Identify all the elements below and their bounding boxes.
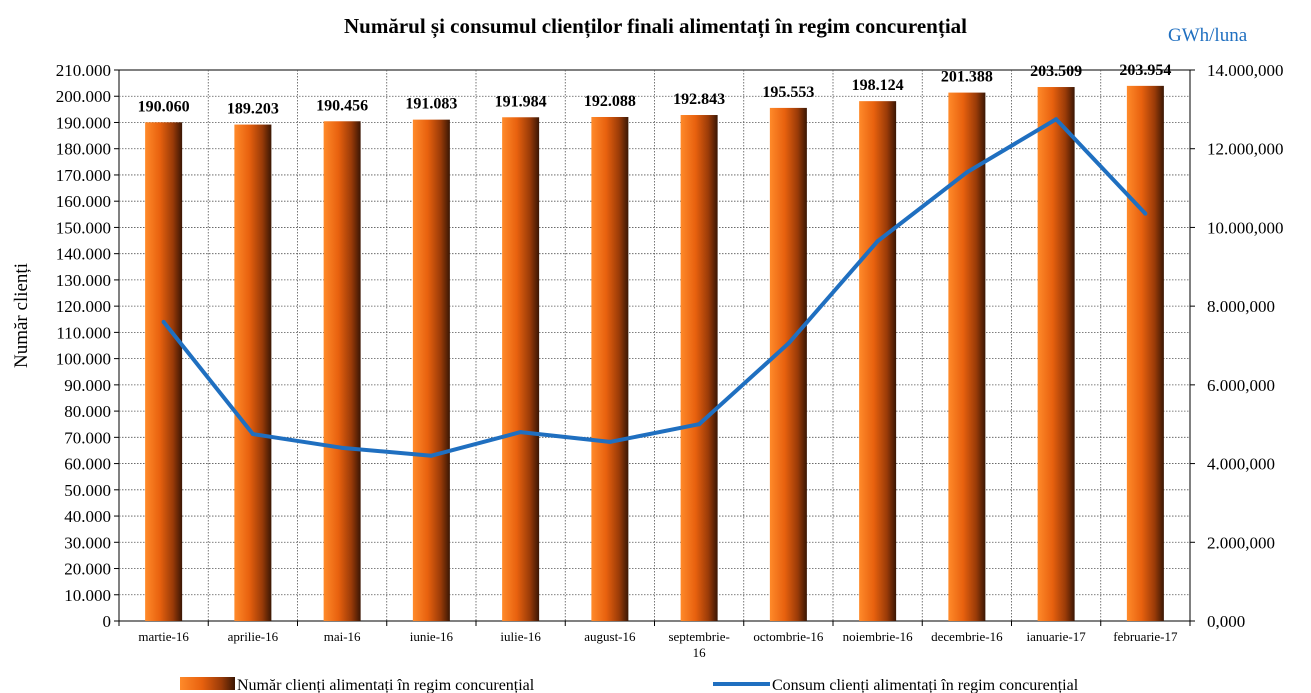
y-tick-label: 210.000 xyxy=(56,61,111,80)
line-point xyxy=(875,239,880,244)
data-label: 203.954 xyxy=(1119,62,1171,79)
bar xyxy=(145,122,183,622)
bar xyxy=(769,107,807,621)
chart-title: Numărul și consumul clienților finali al… xyxy=(344,14,967,38)
x-tick-label: iulie-16 xyxy=(500,629,541,644)
y-tick-label: 110.000 xyxy=(56,323,111,342)
axes: 0 10.000 20.000 30.000 40.000 50.000 60.000 70.… xyxy=(11,61,1284,660)
data-label: 203.509 xyxy=(1030,63,1082,80)
y2-tick-label: 6.000,000 xyxy=(1207,376,1275,395)
y-tick-label: 120.000 xyxy=(56,297,111,316)
x-tick-label: mai-16 xyxy=(324,629,361,644)
y-tick-label: 10.000 xyxy=(64,586,111,605)
y2-tick-label: 10.000,000 xyxy=(1207,218,1284,237)
line-point xyxy=(964,170,969,175)
bar xyxy=(1126,85,1164,622)
y-tick-label: 50.000 xyxy=(64,481,111,500)
line-series-path xyxy=(162,117,1147,458)
data-label: 190.060 xyxy=(138,98,190,115)
bar xyxy=(680,115,718,622)
data-label: 191.984 xyxy=(495,93,547,110)
data-label: 201.388 xyxy=(941,69,993,86)
line-point xyxy=(429,453,434,458)
x-tick-label: februarie-17 xyxy=(1113,629,1178,644)
y-tick-label: 90.000 xyxy=(64,376,111,395)
y-tick-label: 20.000 xyxy=(64,560,111,579)
bar xyxy=(591,116,629,621)
y2-tick-label: 14.000,000 xyxy=(1207,61,1284,80)
line-point xyxy=(607,439,612,444)
x-tick-label: aprilie-16 xyxy=(228,629,279,644)
x-tick-label: iunie-16 xyxy=(410,629,454,644)
data-label: 190.456 xyxy=(316,97,368,114)
line-point xyxy=(161,319,166,324)
data-labels: 190.060 189.203 190.456 191.083 191.984 192.0… xyxy=(138,62,1172,118)
x-tick-label: septembrie-16 xyxy=(668,629,729,660)
bar xyxy=(502,117,540,621)
bar xyxy=(1037,87,1075,622)
y-tick-label: 200.000 xyxy=(56,87,111,106)
data-label: 192.088 xyxy=(584,93,636,110)
y2-tick-label: 12.000,000 xyxy=(1207,140,1284,159)
bar-series xyxy=(145,85,1164,622)
data-label: 189.203 xyxy=(227,101,279,118)
data-label: 195.553 xyxy=(762,84,814,101)
line-point xyxy=(518,430,523,435)
x-tick-label: august-16 xyxy=(584,629,636,644)
x-tick-label: martie-16 xyxy=(138,629,189,644)
bar xyxy=(323,121,361,622)
data-label: 192.843 xyxy=(673,91,725,108)
legend-bar-label: Număr clienți alimentați în regim concur… xyxy=(237,677,535,693)
y-tick-label: 140.000 xyxy=(56,245,111,264)
y-tick-label: 180.000 xyxy=(56,140,111,159)
y-tick-label: 30.000 xyxy=(64,533,111,552)
line-point xyxy=(697,422,702,427)
y-tick-label: 150.000 xyxy=(56,218,111,237)
y-tick-label: 100.000 xyxy=(56,350,111,369)
x-tick-label: ianuarie-17 xyxy=(1027,629,1087,644)
y-tick-label: 170.000 xyxy=(56,166,111,185)
y-tick-label: 40.000 xyxy=(64,507,111,526)
y2-tick-label: 4.000,000 xyxy=(1207,455,1275,474)
y2-tick-label: 2.000,000 xyxy=(1207,533,1275,552)
y2-axis-unit: GWh/luna xyxy=(1168,25,1248,46)
y-tick-label: 70.000 xyxy=(64,428,111,447)
line-series xyxy=(161,117,1148,458)
bar xyxy=(859,101,897,622)
line-point xyxy=(1143,211,1148,216)
data-label: 191.083 xyxy=(405,96,457,113)
y-tick-label: 0 xyxy=(103,612,112,631)
line-point xyxy=(340,445,345,450)
y-axis-label: Număr clienți xyxy=(11,263,32,368)
bar xyxy=(234,124,272,621)
y-tick-label: 60.000 xyxy=(64,455,111,474)
line-point xyxy=(1054,117,1059,122)
line-point xyxy=(786,341,791,346)
grid-lines xyxy=(118,69,1191,622)
y-tick-label: 80.000 xyxy=(64,402,111,421)
x-tick-label: decembrie-16 xyxy=(931,629,1003,644)
legend: Număr clienți alimentați în regim concur… xyxy=(180,677,1079,693)
legend-bar-swatch xyxy=(180,677,235,690)
y2-tick-label: 0,000 xyxy=(1207,612,1245,631)
x-tick-label: noiembrie-16 xyxy=(843,629,914,644)
y2-tick-label: 8.000,000 xyxy=(1207,297,1275,316)
y-tick-label: 160.000 xyxy=(56,192,111,211)
data-label: 198.124 xyxy=(852,77,904,94)
line-point xyxy=(250,432,255,437)
legend-line-label: Consum clienți alimentați în regim concu… xyxy=(772,677,1079,693)
x-tick-label: octombrie-16 xyxy=(753,629,824,644)
bar xyxy=(412,119,450,621)
y-tick-label: 130.000 xyxy=(56,271,111,290)
y-tick-label: 190.000 xyxy=(56,113,111,132)
